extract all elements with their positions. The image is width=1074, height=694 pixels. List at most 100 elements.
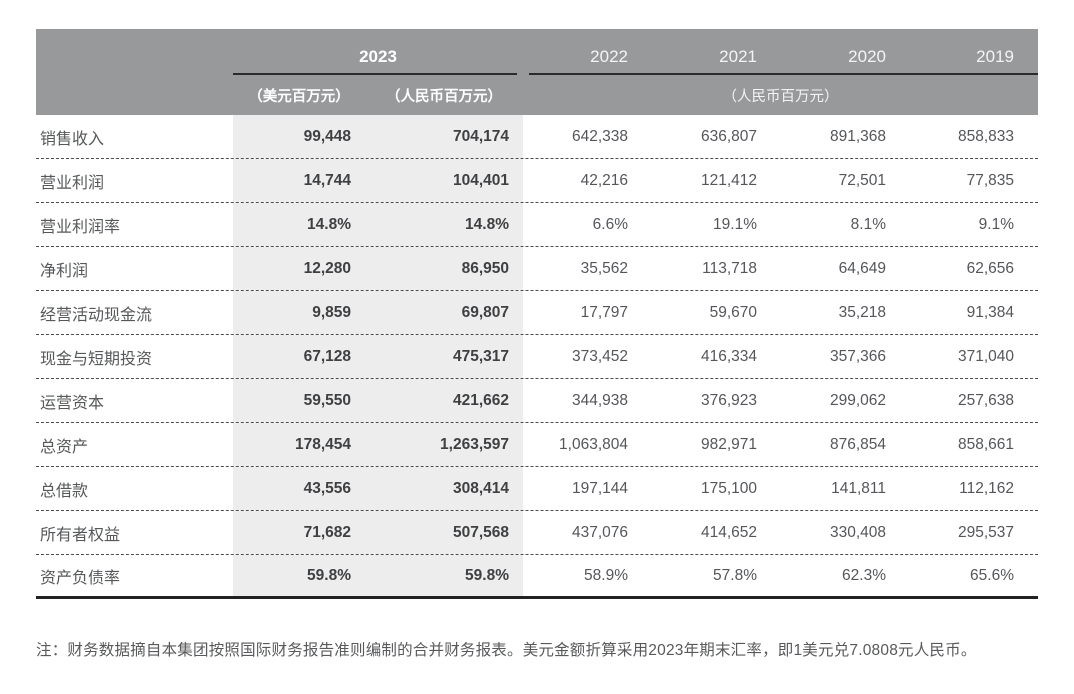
cell-year-value: 636,807 [700, 127, 757, 145]
cell-usd-2023: 14.8% [233, 203, 365, 246]
rule-under-2023 [233, 73, 517, 75]
table-row: 现金与短期投资 67,128 475,317 373,452 416,334 3… [36, 335, 1038, 379]
cell-usd-2023: 14,744 [233, 159, 365, 202]
cell-rmb-2023: 1,263,597 [365, 423, 523, 466]
cell-year-value: 17,797 [580, 303, 628, 321]
cell-rmb-2023: 59.8% [365, 555, 523, 596]
cell-year-value: 376,923 [700, 391, 757, 409]
cell-rmb-2023: 507,568 [365, 511, 523, 554]
cell-year-value: 982,971 [700, 435, 757, 453]
table-row: 运营资本 59,550 421,662 344,938 376,923 299,… [36, 379, 1038, 423]
header-year-2023: 2023 [359, 47, 397, 66]
cell-year-value: 876,854 [829, 435, 886, 453]
row-label: 净利润 [40, 262, 89, 280]
table-row: 净利润 12,280 86,950 35,562 113,718 64,649 … [36, 247, 1038, 291]
table-row: 经营活动现金流 9,859 69,807 17,797 59,670 35,21… [36, 291, 1038, 335]
header-year-2020: 2020 [848, 47, 886, 66]
cell-rmb-2023: 704,174 [365, 115, 523, 158]
cell-year-value: 113,718 [702, 259, 757, 277]
header-rule-row [36, 73, 1038, 75]
row-label: 现金与短期投资 [40, 350, 153, 368]
cell-usd-2023: 67,128 [233, 335, 365, 378]
row-label: 销售收入 [40, 130, 105, 148]
cell-year-value: 62.3% [842, 566, 886, 584]
unit-label-rmb-millions: （人民币百万元） [386, 88, 502, 105]
row-label: 运营资本 [40, 394, 105, 412]
table-row: 总资产 178,454 1,263,597 1,063,804 982,971 … [36, 423, 1038, 467]
cell-year-value: 77,835 [966, 171, 1014, 189]
cell-year-value: 642,338 [571, 127, 628, 145]
cell-year-value: 19.1% [713, 215, 757, 233]
cell-rmb-2023: 308,414 [365, 467, 523, 510]
cell-usd-2023: 43,556 [233, 467, 365, 510]
footnote: 注：财务数据摘自本集团按照国际财务报告准则编制的合并财务报表。美元金额折算采用2… [36, 642, 977, 659]
table-row: 所有者权益 71,682 507,568 437,076 414,652 330… [36, 511, 1038, 555]
cell-year-value: 65.6% [970, 566, 1014, 584]
unit-label-usd-millions: （美元百万元） [248, 88, 350, 105]
cell-year-value: 57.8% [713, 566, 757, 584]
cell-year-value: 59,670 [709, 303, 757, 321]
cell-year-value: 257,638 [957, 391, 1014, 409]
cell-year-value: 344,938 [571, 391, 628, 409]
row-label: 资产负债率 [40, 569, 121, 587]
cell-usd-2023: 71,682 [233, 511, 365, 554]
cell-year-value: 35,218 [838, 303, 886, 321]
financial-summary-table: 2023 2022 2021 2020 2019 （美元百万元） （人民币百万元… [36, 29, 1038, 599]
cell-year-value: 112,162 [959, 479, 1014, 497]
cell-year-value: 72,501 [838, 171, 886, 189]
cell-year-value: 357,366 [829, 347, 886, 365]
cell-year-value: 373,452 [571, 347, 628, 365]
cell-year-value: 330,408 [829, 523, 886, 541]
cell-usd-2023: 99,448 [233, 115, 365, 158]
cell-rmb-2023: 104,401 [365, 159, 523, 202]
cell-year-value: 416,334 [700, 347, 757, 365]
row-label: 所有者权益 [40, 526, 121, 544]
table-row: 销售收入 99,448 704,174 642,338 636,807 891,… [36, 115, 1038, 159]
cell-year-value: 371,040 [957, 347, 1014, 365]
cell-year-value: 414,652 [700, 523, 757, 541]
header-year-2021: 2021 [719, 47, 757, 66]
cell-usd-2023: 59.8% [233, 555, 365, 596]
cell-year-value: 64,649 [838, 259, 886, 277]
header-year-2022: 2022 [590, 47, 628, 66]
row-label: 总借款 [40, 482, 89, 500]
cell-year-value: 197,144 [571, 479, 628, 497]
cell-year-value: 8.1% [850, 215, 886, 233]
cell-usd-2023: 59,550 [233, 379, 365, 422]
cell-year-value: 437,076 [571, 523, 628, 541]
cell-year-value: 141,811 [831, 479, 886, 497]
table-row: 总借款 43,556 308,414 197,144 175,100 141,8… [36, 467, 1038, 511]
cell-rmb-2023: 86,950 [365, 247, 523, 290]
cell-usd-2023: 9,859 [233, 291, 365, 334]
table-row: 营业利润率 14.8% 14.8% 6.6% 19.1% 8.1% 9.1% [36, 203, 1038, 247]
cell-year-value: 9.1% [978, 215, 1014, 233]
cell-year-value: 295,537 [957, 523, 1014, 541]
row-label: 营业利润 [40, 174, 105, 192]
rule-spacer [36, 73, 233, 75]
cell-year-value: 299,062 [829, 391, 886, 409]
cell-year-value: 58.9% [584, 566, 628, 584]
rule-under-other-years [529, 73, 1038, 75]
table-row: 资产负债率 59.8% 59.8% 58.9% 57.8% 62.3% 65.6… [36, 555, 1038, 599]
cell-usd-2023: 12,280 [233, 247, 365, 290]
table-row: 营业利润 14,744 104,401 42,216 121,412 72,50… [36, 159, 1038, 203]
cell-rmb-2023: 14.8% [365, 203, 523, 246]
header-units-row: （美元百万元） （人民币百万元） （人民币百万元） [36, 75, 1038, 115]
unit-label-rmb-millions-right: （人民币百万元） [722, 88, 839, 105]
cell-year-value: 42,216 [580, 171, 628, 189]
table-body: 销售收入 99,448 704,174 642,338 636,807 891,… [36, 115, 1038, 599]
cell-year-value: 62,656 [966, 259, 1014, 277]
cell-year-value: 1,063,804 [559, 435, 628, 453]
cell-rmb-2023: 69,807 [365, 291, 523, 334]
cell-year-value: 35,562 [580, 259, 628, 277]
cell-year-value: 91,384 [966, 303, 1014, 321]
row-label: 总资产 [40, 438, 89, 456]
cell-rmb-2023: 475,317 [365, 335, 523, 378]
cell-year-value: 891,368 [829, 127, 886, 145]
header-years-row: 2023 2022 2021 2020 2019 [36, 29, 1038, 73]
cell-year-value: 175,100 [700, 479, 757, 497]
table-header: 2023 2022 2021 2020 2019 （美元百万元） （人民币百万元… [36, 29, 1038, 115]
cell-usd-2023: 178,454 [233, 423, 365, 466]
cell-year-value: 858,833 [957, 127, 1014, 145]
